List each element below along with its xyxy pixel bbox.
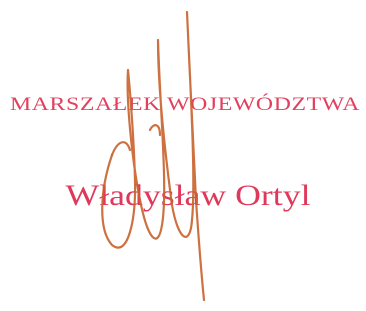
background [0,0,366,311]
document: MARSZAŁEK WOJEWÓDZTWA Władysław Ortyl [0,0,366,311]
stamp-title: MARSZAŁEK WOJEWÓDZTWA [10,93,360,115]
